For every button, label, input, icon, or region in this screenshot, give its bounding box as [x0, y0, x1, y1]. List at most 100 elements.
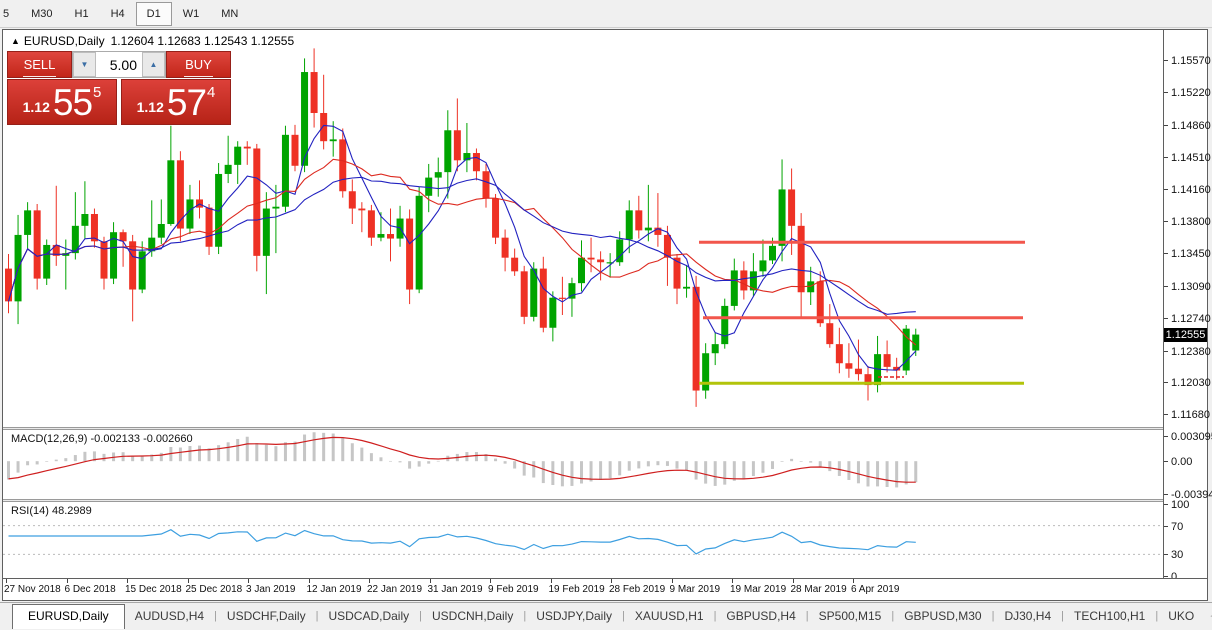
- chart-tab-eurusd-daily[interactable]: EURUSD,Daily: [12, 604, 125, 629]
- date-label: 3 Jan 2019: [246, 584, 296, 595]
- candle-body: [730, 270, 738, 306]
- macd-histogram-bar: [589, 461, 593, 482]
- candle-body: [148, 237, 156, 252]
- candle-body: [673, 257, 681, 289]
- macd-histogram-bar: [665, 461, 669, 466]
- date-tick: [308, 579, 310, 583]
- candle-body: [912, 334, 920, 351]
- price-axis-label: 1.12030: [1164, 377, 1211, 390]
- tab-separator: |: [713, 610, 717, 622]
- candle-body: [415, 195, 423, 290]
- candle-body: [902, 328, 910, 371]
- pane-splitter[interactable]: [3, 427, 1207, 430]
- chart-tab-sp500-m15[interactable]: SP500,M15: [818, 609, 882, 623]
- macd-histogram-bar: [895, 461, 899, 488]
- candle-body: [157, 224, 165, 238]
- chart-tab-uko[interactable]: UKO: [1168, 609, 1195, 623]
- candle-body: [234, 146, 242, 165]
- chart-tab-audusd-h4[interactable]: AUDUSD,H4: [134, 609, 205, 623]
- timeframe-button-W1[interactable]: W1: [182, 7, 200, 20]
- candle-body: [377, 234, 385, 238]
- price-axis-border: [1163, 30, 1164, 578]
- date-label: 25 Dec 2018: [185, 584, 243, 595]
- chart-tab-gbpusd-m30[interactable]: GBPUSD,M30: [904, 609, 982, 623]
- macd-histogram-bar: [580, 461, 583, 484]
- price-axis[interactable]: 1.15570 1.15220 1.14860 1.14510 1.14160 1.138…: [1163, 30, 1212, 583]
- candle-body: [215, 173, 223, 247]
- main-price-pane[interactable]: ▲ EURUSD,Daily 1.12604 1.12683 1.12543 1.1…: [3, 30, 1163, 427]
- timeframe-button-H4[interactable]: H4: [110, 7, 125, 20]
- chart-tab-usdcnh-daily[interactable]: USDCNH,Daily: [432, 609, 514, 623]
- macd-histogram-bar: [264, 444, 268, 462]
- date-tick: [248, 579, 249, 583]
- chart-tab-usdcad-daily[interactable]: USDCAD,Daily: [328, 609, 410, 623]
- macd-histogram-bar: [131, 455, 135, 462]
- tab-separator: |: [622, 610, 625, 622]
- candle-body: [453, 130, 461, 161]
- timeframe-button-MN[interactable]: MN: [221, 7, 239, 20]
- timeframe-button-M30[interactable]: M30: [31, 7, 53, 20]
- date-label: 27 Nov 2018: [4, 584, 61, 595]
- date-tick: [127, 579, 128, 583]
- macd-histogram-bar: [494, 458, 498, 462]
- date-tick: [732, 579, 733, 583]
- date-label: 19 Feb 2019: [548, 584, 605, 595]
- candle-body: [492, 198, 500, 238]
- macd-histogram-bar: [274, 446, 278, 462]
- macd-histogram-bar: [92, 451, 96, 462]
- buy-price-box[interactable]: 1.12 57 4: [121, 79, 231, 125]
- tab-separator: |: [1061, 610, 1064, 622]
- macd-histogram-bar: [637, 461, 641, 469]
- candle-body: [539, 268, 547, 328]
- volume-input[interactable]: [96, 52, 142, 77]
- volume-decrease-button[interactable]: ▼: [73, 52, 96, 77]
- sell-button[interactable]: SELL: [7, 51, 72, 78]
- macd-histogram-bar: [293, 441, 297, 462]
- chart-tab-xauusd-h1[interactable]: XAUUSD,H1: [634, 609, 704, 623]
- candle-body: [71, 225, 79, 254]
- rsi-axis-label: 0: [1163, 571, 1178, 583]
- buy-button[interactable]: BUY: [166, 51, 231, 78]
- macd-histogram-bar: [255, 443, 259, 462]
- candle-body: [243, 146, 251, 149]
- timeframe-button-H1[interactable]: H1: [74, 7, 89, 20]
- date-axis[interactable]: 27 Nov 2018 6 Dec 2018 15 Dec 2018 25 Dec 2…: [3, 578, 1207, 600]
- chart-tab-usdjpy-daily[interactable]: USDJPY,Daily: [536, 609, 613, 623]
- ma-13-line: [7, 158, 917, 346]
- price-axis-label: 1.13090: [1164, 280, 1211, 293]
- candle-body: [138, 251, 146, 290]
- candle-body: [24, 210, 32, 235]
- macd-pane[interactable]: MACD(12,26,9) -0.002133 -0.002660: [3, 430, 1163, 499]
- macd-histogram-bar: [245, 436, 249, 462]
- timeframe-button-5[interactable]: 5: [3, 7, 10, 20]
- candle-body: [358, 208, 366, 211]
- chart-tab-tech100-h1[interactable]: TECH100,H1: [1073, 609, 1146, 623]
- sell-price-box[interactable]: 1.12 55 5: [7, 79, 117, 125]
- collapse-triangle-icon[interactable]: ▲: [11, 36, 20, 46]
- chart-tab-dj30-h4[interactable]: DJ30,H4: [1004, 609, 1052, 623]
- chart-tab-usdchf-daily[interactable]: USDCHF,Daily: [226, 609, 306, 623]
- candle-body: [253, 148, 261, 256]
- candle-body: [778, 189, 786, 246]
- volume-increase-button[interactable]: ▲: [142, 52, 165, 77]
- rsi-pane[interactable]: RSI(14) 48.2989: [3, 502, 1163, 578]
- macd-histogram-bar: [685, 461, 689, 471]
- macd-histogram-bar: [83, 451, 87, 462]
- macd-signal-line: [8, 436, 916, 483]
- candle-body: [310, 72, 318, 113]
- tab-separator: |: [991, 610, 995, 622]
- macd-histogram-bar: [751, 461, 755, 477]
- macd-axis-label: 0.00: [1163, 456, 1193, 469]
- pane-splitter[interactable]: [3, 499, 1207, 502]
- tab-separator: |: [891, 610, 895, 622]
- macd-histogram-bar: [341, 438, 345, 462]
- candle-body: [301, 72, 309, 166]
- candle-body: [291, 134, 299, 166]
- tab-scroll-left-icon[interactable]: ◂: [1210, 611, 1212, 622]
- chart-tab-gbpusd-h4[interactable]: GBPUSD,H4: [726, 609, 796, 623]
- date-label: 6 Dec 2018: [64, 584, 116, 595]
- macd-histogram-bar: [150, 454, 154, 462]
- timeframe-button-D1[interactable]: D1: [135, 1, 172, 26]
- candle-body: [406, 218, 414, 290]
